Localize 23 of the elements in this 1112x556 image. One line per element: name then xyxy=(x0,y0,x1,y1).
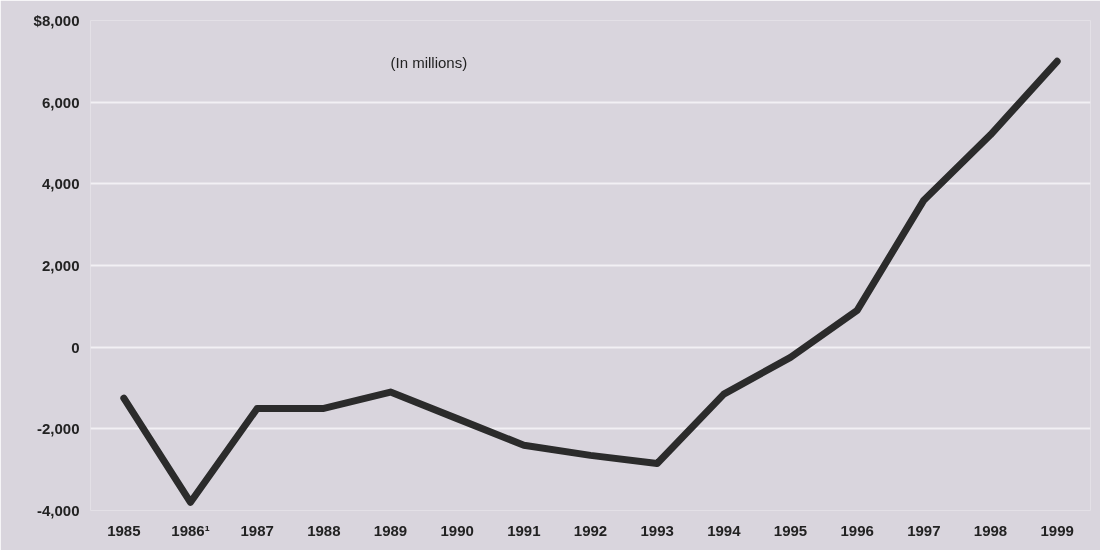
y-tick-label: 2,000 xyxy=(41,257,80,274)
y-tick-label: 6,000 xyxy=(41,93,80,111)
x-tick-label: 1995 xyxy=(773,521,808,539)
x-tick-label: 1998 xyxy=(973,521,1008,539)
x-tick-label: 1991 xyxy=(507,521,541,539)
x-tick-label: 1996 xyxy=(840,521,874,539)
x-tick-label: 1993 xyxy=(640,521,674,539)
y-tick-label: $8,000 xyxy=(33,12,80,29)
x-tick-label: 1988 xyxy=(307,521,341,539)
x-tick-label: 1987 xyxy=(240,521,274,539)
y-tick-label: 4,000 xyxy=(41,175,80,193)
y-tick-label: 0 xyxy=(71,338,80,356)
x-tick-label: 1999 xyxy=(1040,521,1074,539)
x-tick-label: 1986¹ xyxy=(171,521,210,539)
y-tick-label: -4,000 xyxy=(36,502,80,519)
x-tick-label: 1994 xyxy=(707,521,742,539)
x-tick-label: 1985 xyxy=(107,521,141,539)
annotation: (In millions) xyxy=(390,53,468,71)
y-tick-label: -2,000 xyxy=(36,420,80,438)
x-tick-label: 1992 xyxy=(573,521,608,539)
x-tick-label: 1997 xyxy=(907,521,941,539)
x-tick-label: 1989 xyxy=(373,521,408,539)
x-tick-label: 1990 xyxy=(440,521,474,539)
